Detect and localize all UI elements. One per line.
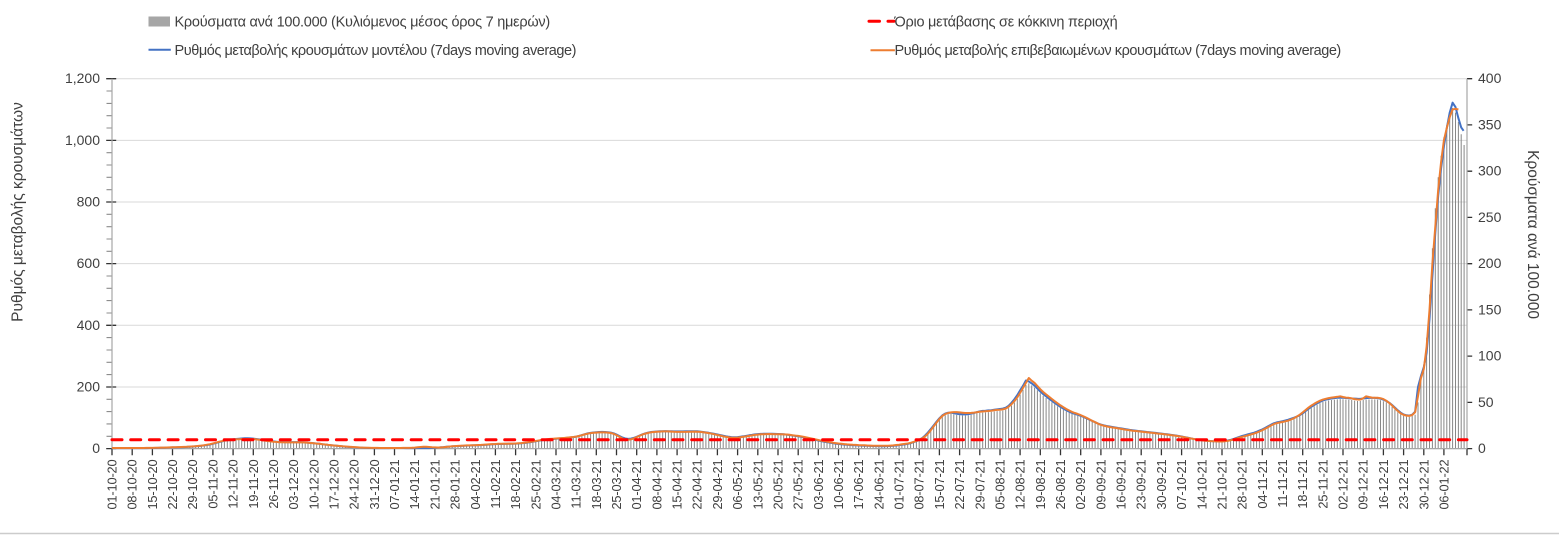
svg-text:23-09-21: 23-09-21 — [1134, 459, 1149, 509]
svg-text:18-11-21: 18-11-21 — [1295, 459, 1310, 508]
svg-text:11-03-21: 11-03-21 — [569, 459, 584, 508]
svg-text:21-10-21: 21-10-21 — [1215, 459, 1230, 509]
svg-text:11-11-21: 11-11-21 — [1275, 459, 1290, 507]
svg-text:01-04-21: 01-04-21 — [629, 459, 644, 509]
svg-text:25-03-21: 25-03-21 — [609, 459, 624, 509]
svg-text:12-08-21: 12-08-21 — [1013, 459, 1028, 509]
svg-text:04-02-21: 04-02-21 — [468, 459, 483, 509]
svg-text:150: 150 — [1478, 301, 1502, 317]
svg-text:200: 200 — [1478, 255, 1502, 271]
svg-text:Κρούσματα ανά 100.000: Κρούσματα ανά 100.000 — [1524, 150, 1541, 319]
svg-text:100: 100 — [1478, 348, 1502, 364]
svg-text:22-07-21: 22-07-21 — [952, 459, 967, 509]
svg-text:19-11-20: 19-11-20 — [246, 459, 261, 508]
svg-text:08-07-21: 08-07-21 — [912, 459, 927, 509]
svg-text:07-10-21: 07-10-21 — [1174, 459, 1189, 509]
svg-text:04-11-21: 04-11-21 — [1255, 459, 1270, 508]
svg-text:18-03-21: 18-03-21 — [589, 459, 604, 509]
svg-text:17-06-21: 17-06-21 — [851, 459, 866, 509]
svg-text:05-08-21: 05-08-21 — [993, 459, 1008, 509]
svg-text:50: 50 — [1478, 394, 1494, 410]
svg-text:26-11-20: 26-11-20 — [266, 459, 281, 508]
svg-text:11-02-21: 11-02-21 — [488, 459, 503, 508]
svg-text:14-10-21: 14-10-21 — [1194, 459, 1209, 509]
svg-text:Όριο μετάβασης σε κόκκινη περι: Όριο μετάβασης σε κόκκινη περιοχή — [894, 15, 1118, 31]
svg-text:15-07-21: 15-07-21 — [932, 459, 947, 509]
svg-text:08-04-21: 08-04-21 — [649, 459, 664, 509]
svg-text:19-08-21: 19-08-21 — [1033, 459, 1048, 509]
svg-text:22-04-21: 22-04-21 — [690, 459, 705, 509]
svg-text:Ρυθμός μεταβολής επιβεβαιωμένω: Ρυθμός μεταβολής επιβεβαιωμένων κρουσμάτ… — [895, 43, 1341, 59]
svg-text:02-12-21: 02-12-21 — [1336, 459, 1351, 509]
svg-text:09-09-21: 09-09-21 — [1093, 459, 1108, 509]
svg-text:01-07-21: 01-07-21 — [892, 459, 907, 509]
svg-text:24-12-20: 24-12-20 — [347, 459, 362, 509]
svg-text:26-08-21: 26-08-21 — [1053, 459, 1068, 509]
svg-text:05-11-20: 05-11-20 — [205, 459, 220, 508]
svg-text:02-09-21: 02-09-21 — [1073, 459, 1088, 509]
svg-text:03-06-21: 03-06-21 — [811, 459, 826, 509]
svg-text:17-12-20: 17-12-20 — [327, 459, 342, 509]
svg-text:18-02-21: 18-02-21 — [508, 459, 523, 509]
svg-text:04-03-21: 04-03-21 — [549, 459, 564, 509]
svg-text:Ρυθμός μεταβολής κρουσμάτων: Ρυθμός μεταβολής κρουσμάτων — [10, 102, 27, 322]
svg-text:25-11-21: 25-11-21 — [1315, 459, 1330, 508]
svg-text:1,000: 1,000 — [65, 132, 100, 148]
svg-text:31-12-20: 31-12-20 — [367, 459, 382, 509]
svg-text:1,200: 1,200 — [65, 70, 100, 86]
svg-text:29-07-21: 29-07-21 — [972, 459, 987, 509]
svg-text:09-12-21: 09-12-21 — [1356, 459, 1371, 509]
svg-text:0: 0 — [92, 440, 100, 456]
svg-text:27-05-21: 27-05-21 — [791, 459, 806, 509]
svg-text:14-01-21: 14-01-21 — [407, 459, 422, 509]
svg-text:10-06-21: 10-06-21 — [831, 459, 846, 509]
svg-text:Ρυθμός μεταβολής κρουσμάτων μο: Ρυθμός μεταβολής κρουσμάτων μοντέλου (7d… — [175, 43, 577, 59]
svg-text:400: 400 — [1478, 70, 1502, 86]
svg-text:800: 800 — [77, 194, 101, 210]
svg-text:16-09-21: 16-09-21 — [1114, 459, 1129, 509]
svg-text:28-01-21: 28-01-21 — [448, 459, 463, 509]
svg-text:200: 200 — [77, 379, 101, 395]
svg-text:29-04-21: 29-04-21 — [710, 459, 725, 509]
svg-text:24-06-21: 24-06-21 — [871, 459, 886, 509]
svg-text:12-11-20: 12-11-20 — [226, 459, 241, 508]
svg-text:22-10-20: 22-10-20 — [165, 459, 180, 509]
svg-text:0: 0 — [1478, 440, 1486, 456]
svg-text:06-01-22: 06-01-22 — [1436, 459, 1451, 509]
svg-text:300: 300 — [1478, 163, 1502, 179]
svg-text:25-02-21: 25-02-21 — [528, 459, 543, 509]
svg-text:30-09-21: 30-09-21 — [1154, 459, 1169, 509]
svg-text:13-05-21: 13-05-21 — [750, 459, 765, 509]
svg-text:07-01-21: 07-01-21 — [387, 459, 402, 509]
svg-text:600: 600 — [77, 255, 101, 271]
svg-text:16-12-21: 16-12-21 — [1376, 459, 1391, 509]
svg-text:06-05-21: 06-05-21 — [730, 459, 745, 509]
svg-text:350: 350 — [1478, 116, 1502, 132]
svg-text:21-01-21: 21-01-21 — [427, 459, 442, 509]
svg-text:01-10-20: 01-10-20 — [105, 459, 120, 509]
svg-text:15-04-21: 15-04-21 — [670, 459, 685, 509]
svg-text:28-10-21: 28-10-21 — [1235, 459, 1250, 509]
svg-text:20-05-21: 20-05-21 — [771, 459, 786, 509]
svg-text:400: 400 — [77, 317, 101, 333]
svg-text:08-10-20: 08-10-20 — [125, 459, 140, 509]
svg-text:29-10-20: 29-10-20 — [185, 459, 200, 509]
svg-text:250: 250 — [1478, 209, 1502, 225]
svg-text:23-12-21: 23-12-21 — [1396, 459, 1411, 509]
svg-text:03-12-20: 03-12-20 — [286, 459, 301, 509]
svg-text:15-10-20: 15-10-20 — [145, 459, 160, 509]
svg-text:10-12-20: 10-12-20 — [306, 459, 321, 509]
svg-text:Κρούσματα ανά 100.000 (Κυλιόμε: Κρούσματα ανά 100.000 (Κυλιόμενος μέσος … — [175, 15, 551, 31]
svg-text:30-12-21: 30-12-21 — [1416, 459, 1431, 509]
